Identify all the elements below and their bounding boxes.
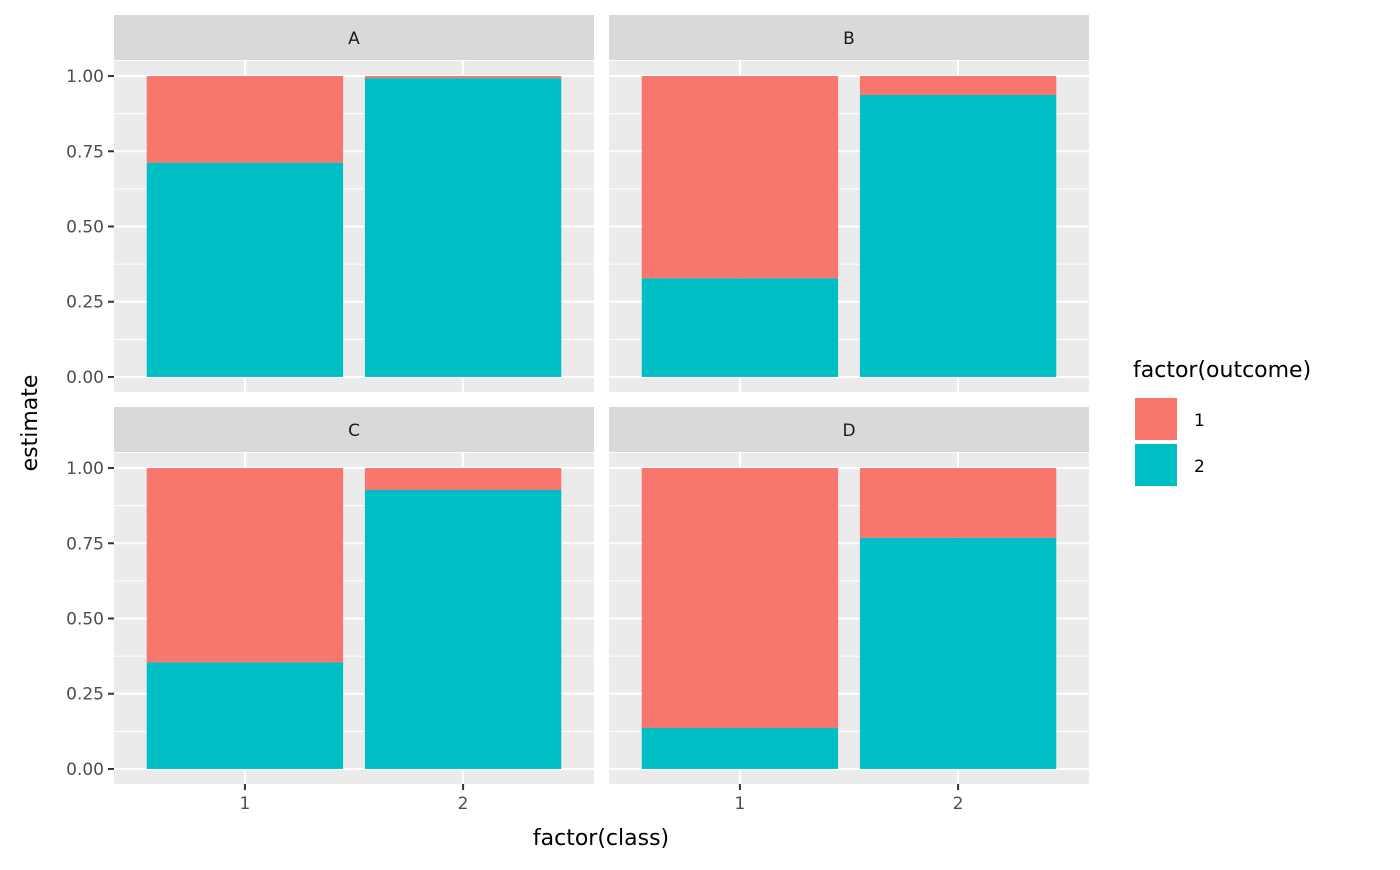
bar-segment-C-class1-outcome1 bbox=[146, 468, 344, 663]
x-tick-label: 2 bbox=[953, 794, 964, 814]
x-tick-label: 1 bbox=[734, 794, 745, 814]
legend-key-1 bbox=[1133, 396, 1179, 442]
x-tick-label: 1 bbox=[239, 794, 250, 814]
facet-label: D bbox=[842, 421, 855, 441]
legend-label: 2 bbox=[1194, 457, 1205, 477]
y-tick-label: 0.00 bbox=[66, 760, 104, 780]
facet-strip bbox=[609, 407, 1089, 452]
bar-segment-A-class1-outcome2 bbox=[146, 162, 344, 377]
bar-segment-B-class1-outcome1 bbox=[641, 76, 839, 279]
y-tick-label: 0.75 bbox=[66, 534, 104, 554]
bar-segment-D-class1-outcome1 bbox=[641, 468, 839, 729]
facet-strip bbox=[114, 15, 594, 60]
legend-label: 1 bbox=[1194, 411, 1205, 431]
facet-label: B bbox=[843, 29, 855, 49]
bar-segment-A-class2-outcome2 bbox=[364, 78, 562, 377]
facet-strip bbox=[114, 407, 594, 452]
legend-title: factor(outcome) bbox=[1133, 358, 1311, 383]
legend-key-2 bbox=[1133, 442, 1179, 488]
y-tick-label: 0.50 bbox=[66, 218, 104, 238]
bar-segment-D-class2-outcome1 bbox=[859, 468, 1057, 538]
bar-segment-D-class1-outcome2 bbox=[641, 728, 839, 769]
bar-segment-C-class2-outcome1 bbox=[364, 468, 562, 491]
y-tick-label: 0.75 bbox=[66, 142, 104, 162]
bar-segment-B-class1-outcome2 bbox=[641, 278, 839, 377]
bar-segment-B-class2-outcome1 bbox=[859, 76, 1057, 96]
x-axis-title: factor(class) bbox=[533, 826, 669, 851]
y-tick-label: 1.00 bbox=[66, 459, 104, 479]
y-tick-label: 0.25 bbox=[66, 293, 104, 313]
bar-segment-C-class1-outcome2 bbox=[146, 662, 344, 769]
y-tick-label: 1.00 bbox=[66, 67, 104, 87]
y-tick-label: 0.25 bbox=[66, 685, 104, 705]
facet-strip bbox=[609, 15, 1089, 60]
bar-segment-B-class2-outcome2 bbox=[859, 95, 1057, 377]
y-tick-label: 0.50 bbox=[66, 610, 104, 630]
x-tick-label: 2 bbox=[458, 794, 469, 814]
bar-segment-C-class2-outcome2 bbox=[364, 490, 562, 769]
bar-segment-A-class1-outcome1 bbox=[146, 76, 344, 163]
bar-segment-A-class2-outcome1 bbox=[364, 76, 562, 79]
bar-segment-D-class2-outcome2 bbox=[859, 537, 1057, 769]
y-tick-label: 0.00 bbox=[66, 368, 104, 388]
facet-label: A bbox=[348, 29, 360, 49]
y-axis-title: estimate bbox=[18, 375, 43, 472]
facet-label: C bbox=[348, 421, 360, 441]
